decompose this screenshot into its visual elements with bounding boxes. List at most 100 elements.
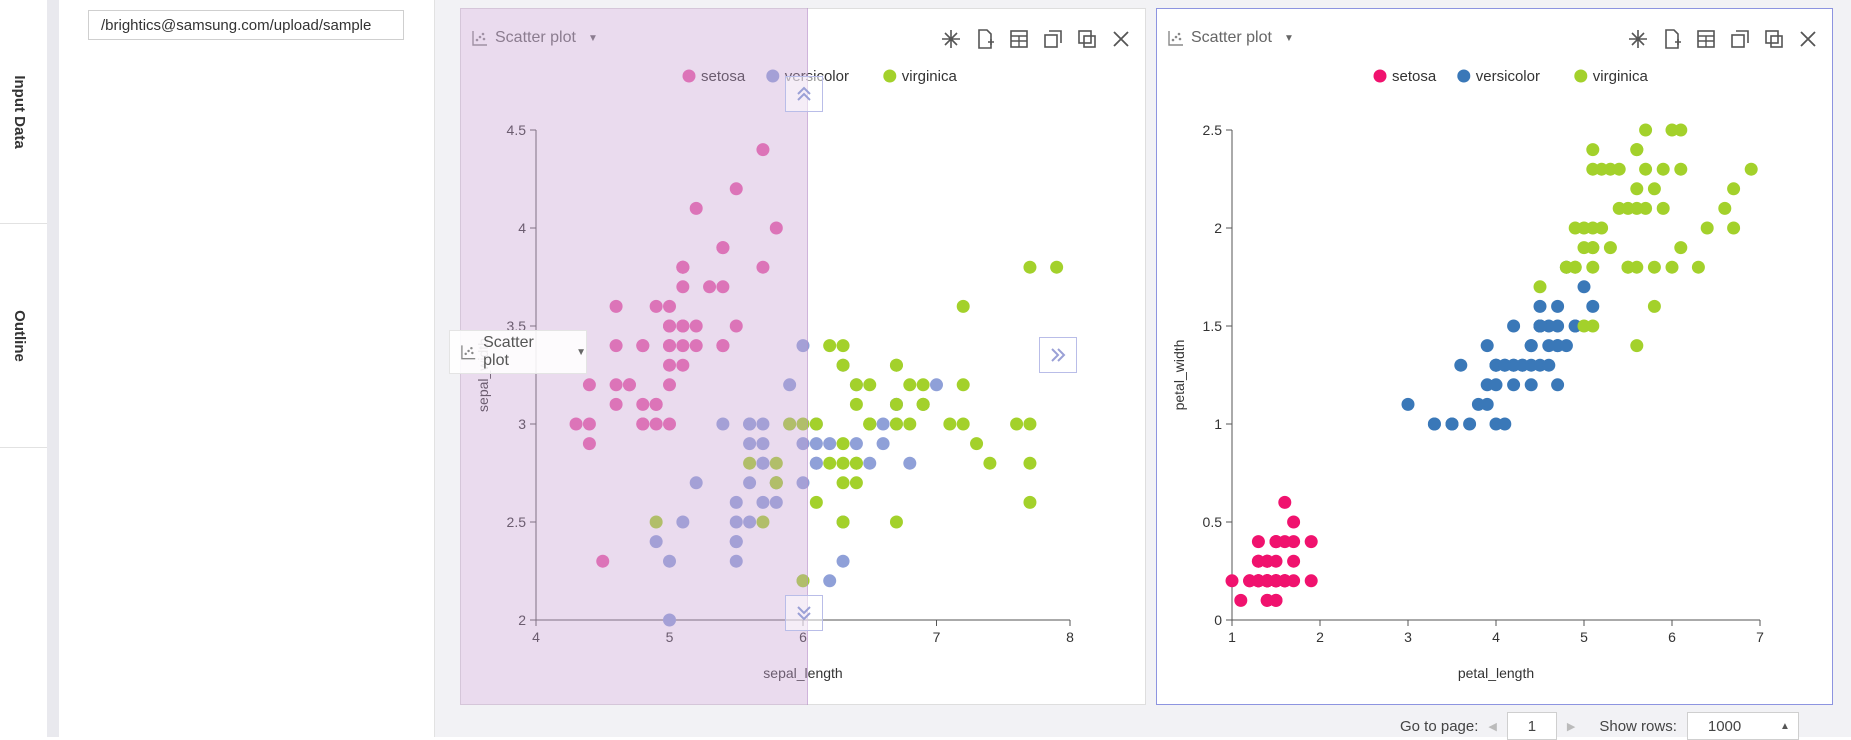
freeze-icon[interactable] (939, 27, 963, 51)
maximize-icon[interactable] (1728, 27, 1752, 51)
export-file-icon[interactable] (973, 27, 997, 51)
scatter-point-versicolor (1471, 397, 1485, 411)
panel-gutter (47, 0, 59, 737)
legend-label[interactable]: virginica (1593, 68, 1649, 85)
scatter-point-versicolor (649, 535, 663, 549)
scatter-point-setosa (1269, 535, 1283, 549)
scatter-point-versicolor (903, 456, 917, 470)
y-tick-label: 2 (518, 612, 526, 628)
chart-panel-petal[interactable]: Scatter plot ▼ 1 2 3 4 5 6 7 0 0.5 1 1.5 2 2.5 petal_… (1156, 8, 1833, 705)
legend-label[interactable]: setosa (1392, 68, 1437, 85)
x-axis-label: sepal_length (763, 665, 842, 681)
file-path-input[interactable]: /brightics@samsung.com/upload/sample (88, 10, 404, 40)
duplicate-icon[interactable] (1762, 27, 1786, 51)
scatter-point-versicolor (1498, 358, 1512, 372)
duplicate-icon[interactable] (1075, 27, 1099, 51)
close-icon[interactable] (1109, 27, 1133, 51)
scatter-point-versicolor (743, 437, 757, 451)
scatter-point-virginica (1727, 182, 1741, 196)
x-tick-label: 4 (532, 629, 540, 645)
scatter-point-setosa (1260, 554, 1274, 568)
dragging-chart-tile[interactable]: Scatter plot ▼ (449, 330, 587, 374)
scatter-point-versicolor (1551, 319, 1565, 333)
tab-input-data-label: Input Data (11, 74, 28, 149)
chevrons-down-icon (797, 606, 811, 621)
scatter-point-setosa (663, 319, 676, 333)
legend-swatch[interactable] (883, 69, 897, 83)
scatter-point-virginica (1674, 241, 1688, 255)
legend-label[interactable]: setosa (701, 68, 746, 85)
export-file-icon[interactable] (1660, 27, 1684, 51)
scatter-point-virginica (916, 397, 930, 411)
legend-swatch[interactable] (1457, 69, 1471, 83)
scatter-point-virginica (809, 495, 823, 509)
scatter-point-virginica (1674, 123, 1688, 137)
scatter-point-versicolor (796, 339, 810, 353)
scatter-plot-icon (472, 31, 487, 46)
scatter-point-setosa (689, 339, 703, 353)
scatter-point-virginica (849, 476, 863, 490)
scatter-point-versicolor (716, 417, 730, 431)
chart-type-selector[interactable]: Scatter plot ▼ (1167, 29, 1294, 47)
chart-type-label: Scatter plot (1191, 29, 1272, 46)
legend-label[interactable]: virginica (902, 68, 958, 85)
data-table-icon[interactable] (1007, 27, 1031, 51)
scatter-point-setosa (1251, 535, 1265, 549)
tab-outline[interactable]: Outline (0, 224, 47, 448)
scatter-point-setosa (596, 554, 610, 568)
prev-page-icon[interactable]: ◀ (1488, 720, 1497, 733)
chart-toolbar (939, 27, 1133, 51)
scatter-point-virginica (1595, 162, 1609, 176)
scatter-point-versicolor (729, 515, 743, 529)
chart-toolbar (1626, 27, 1820, 51)
scatter-point-virginica (836, 437, 850, 451)
legend-label[interactable]: versicolor (1476, 68, 1540, 85)
drop-zone-down-button[interactable] (785, 595, 823, 631)
freeze-icon[interactable] (1626, 27, 1650, 51)
scatter-point-virginica (1023, 260, 1037, 274)
scatter-point-versicolor (756, 495, 770, 509)
data-table-icon[interactable] (1694, 27, 1718, 51)
legend-swatch[interactable] (766, 69, 780, 83)
scatter-point-versicolor (676, 515, 690, 529)
scatter-point-virginica (836, 456, 850, 470)
legend-swatch[interactable] (1574, 69, 1588, 83)
rows-per-page-select[interactable]: 1000 ▲ (1686, 712, 1799, 740)
drop-zone-right-button[interactable] (1039, 337, 1077, 373)
scatter-point-setosa (676, 280, 690, 294)
scatter-point-setosa (1260, 574, 1274, 588)
scatter-chart-petal[interactable]: 1 2 3 4 5 6 7 0 0.5 1 1.5 2 2.5 petal_length petal_wid… (1157, 9, 1832, 704)
scatter-point-versicolor (836, 554, 850, 568)
scatter-point-setosa (582, 417, 596, 431)
chart-type-selector[interactable]: Scatter plot ▼ (471, 29, 598, 47)
scatter-point-virginica (956, 299, 970, 313)
scatter-point-virginica (916, 378, 930, 392)
chevron-down-icon: ▼ (1283, 32, 1294, 44)
dragging-chart-label: Scatter plot (483, 334, 534, 369)
scatter-point-versicolor (769, 495, 783, 509)
scatter-point-setosa (1287, 515, 1301, 529)
scatter-point-versicolor (663, 554, 676, 568)
x-tick-label: 4 (1492, 629, 1500, 645)
maximize-icon[interactable] (1041, 27, 1065, 51)
scatter-point-virginica (1691, 260, 1705, 274)
scatter-point-setosa (636, 397, 650, 411)
tab-input-data[interactable]: Input Data (0, 0, 47, 224)
table-pager: Go to page: ◀ 1 ▶ Show rows: 1000 ▲ (1400, 712, 1799, 740)
legend-swatch[interactable] (1373, 69, 1387, 83)
page-number-input[interactable]: 1 (1506, 712, 1557, 740)
scatter-point-versicolor (1507, 378, 1521, 392)
scatter-point-versicolor (1551, 378, 1565, 392)
scatter-point-setosa (1225, 574, 1239, 588)
legend-swatch[interactable] (682, 69, 696, 83)
scatter-chart-sepal[interactable]: 4 5 6 7 822.533.544.5sepal_lengthsepal_width… (461, 9, 1145, 704)
close-icon[interactable] (1796, 27, 1820, 51)
drop-zone-up-button[interactable] (785, 76, 823, 112)
scatter-point-setosa (582, 437, 596, 451)
next-page-icon[interactable]: ▶ (1566, 720, 1576, 733)
scatter-point-setosa (1304, 535, 1318, 549)
rows-per-page-value: 1000 (1707, 717, 1742, 735)
scatter-point-virginica (1639, 162, 1653, 176)
scatter-point-virginica (1023, 417, 1037, 431)
scatter-point-setosa (582, 378, 596, 392)
